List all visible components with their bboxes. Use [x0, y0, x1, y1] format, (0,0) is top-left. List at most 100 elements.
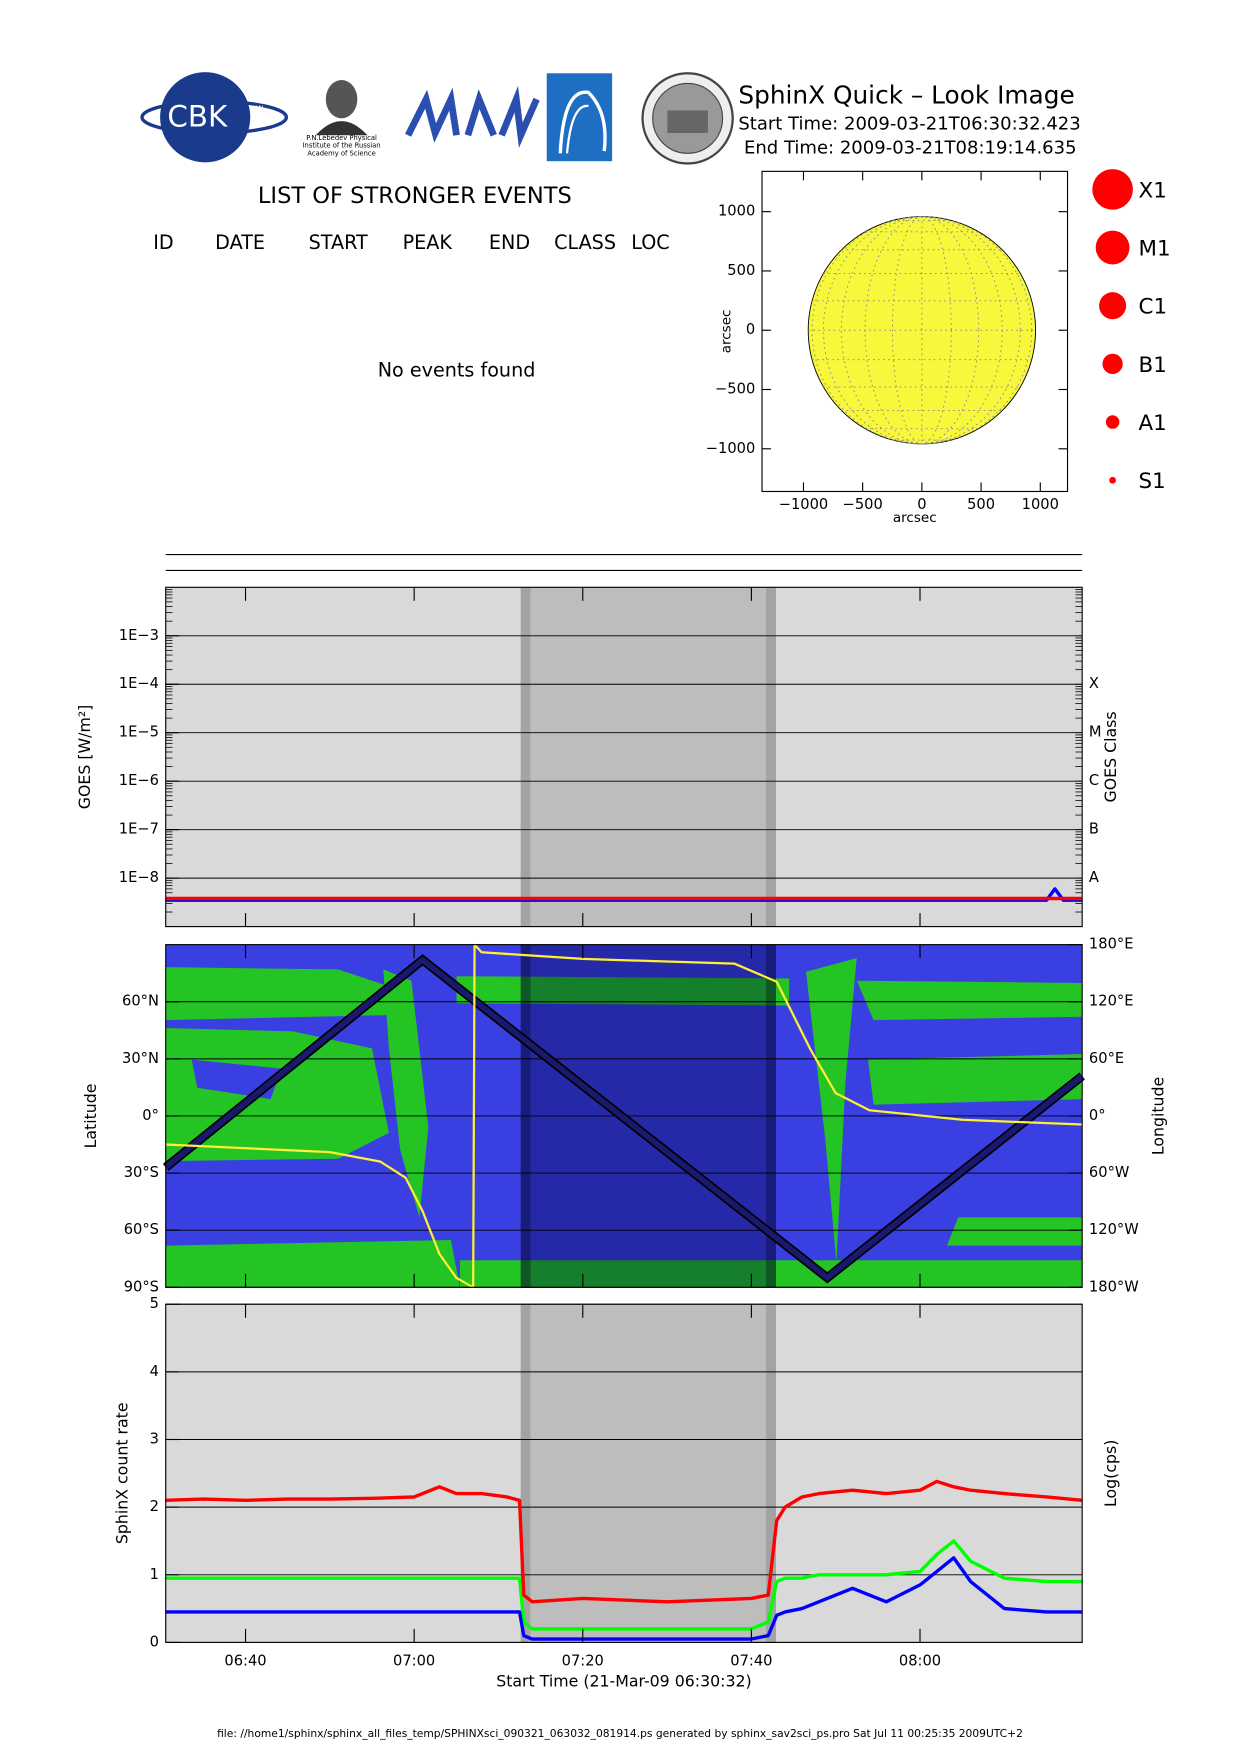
- y2-tick-label: 180°E: [1089, 936, 1134, 953]
- column-header: ID: [153, 231, 173, 254]
- y-tick-label: 1E−7: [119, 821, 159, 838]
- logo-blue: [546, 73, 613, 162]
- y-tick-label: 5: [150, 1295, 159, 1312]
- y-tick-label: −1000: [706, 440, 756, 457]
- legend-marker: [1105, 415, 1120, 429]
- x-tick-label: −1000: [779, 496, 829, 513]
- column-header: START: [309, 231, 368, 254]
- frame: [761, 170, 1069, 493]
- y-axis-label: GOES [W/m²]: [75, 705, 94, 809]
- legend-label: C1: [1139, 295, 1168, 320]
- title: SphinX Quick – Look Image: [738, 81, 1074, 110]
- logo-text: CBK: [167, 99, 228, 133]
- y-tick-label: 1: [150, 1566, 159, 1583]
- legend-marker: [1095, 230, 1130, 265]
- y-tick-label: 60°S: [124, 1221, 159, 1238]
- y-tick-label: 1E−4: [119, 675, 159, 692]
- shaded-interval: [530, 587, 767, 927]
- series-line: [165, 1556, 1083, 1641]
- y2-tick-label: 60°E: [1089, 1050, 1124, 1067]
- x-tick-label: 07:00: [393, 1653, 435, 1670]
- series-line: [163, 957, 1084, 1281]
- y-tick-label: 1E−3: [119, 627, 159, 644]
- y2-tick-label: 60°W: [1089, 1164, 1129, 1181]
- footer: file: //home1/sphinx/sphinx_all_files_te…: [217, 1727, 1023, 1740]
- legend-marker: [1099, 292, 1127, 320]
- logo-text: PAN: [250, 104, 263, 112]
- y2-axis-label: Longitude: [1148, 1077, 1167, 1155]
- logo-lebedev: P.N.Lebedev Physical Institute of the Ru…: [303, 80, 381, 158]
- events-message: No events found: [378, 359, 536, 382]
- class-label: A: [1089, 869, 1099, 886]
- y-axis-label: Latitude: [81, 1084, 100, 1149]
- y-tick-label: 3: [150, 1430, 159, 1447]
- shaded-interval: [520, 1304, 531, 1643]
- logo-text: Institute of the Russian: [303, 142, 381, 150]
- legend-marker: [1109, 476, 1116, 484]
- y2-tick-label: 120°W: [1089, 1221, 1139, 1238]
- shaded-interval: [766, 1304, 776, 1643]
- column-header: CLASS: [554, 231, 616, 254]
- legend-label: X1: [1139, 178, 1167, 203]
- x-tick-label: 500: [967, 496, 995, 513]
- legend-label: M1: [1139, 236, 1171, 261]
- shaded-interval: [766, 587, 776, 927]
- class-label: M: [1089, 724, 1102, 741]
- x-tick-label: 07:20: [562, 1653, 604, 1670]
- x-tick-label: 07:40: [730, 1653, 772, 1670]
- y-tick-label: 500: [727, 262, 755, 279]
- class-label: B: [1089, 821, 1099, 838]
- logo-text: Academy of Science: [307, 150, 375, 158]
- y-tick-label: 1E−5: [119, 724, 159, 741]
- y-tick-label: 30°N: [122, 1050, 159, 1067]
- y2-axis-label: GOES Class: [1101, 711, 1120, 802]
- series-line: [165, 1479, 1083, 1604]
- series-line: [165, 887, 1083, 902]
- shaded-interval: [530, 1304, 767, 1643]
- disk-grid: [841, 216, 1003, 445]
- y-tick-label: −500: [715, 381, 755, 398]
- class-label: C: [1089, 772, 1099, 789]
- legend-marker: [1102, 353, 1123, 375]
- frame: [165, 586, 1083, 928]
- events-title: LIST OF STRONGER EVENTS: [258, 183, 572, 209]
- frame: [165, 944, 1083, 1288]
- disk-grid: [822, 216, 1021, 445]
- y2-tick-label: 120°E: [1089, 993, 1134, 1010]
- logo-university: [641, 72, 734, 165]
- logo-cbk: CBK PAN: [140, 72, 289, 163]
- series-line: [165, 1539, 1083, 1631]
- y-tick-label: 30°S: [124, 1164, 159, 1181]
- y-tick-label: 0°: [142, 1107, 159, 1124]
- disk-grid: [811, 216, 1033, 445]
- y-tick-label: 0: [150, 1633, 159, 1650]
- class-label: X: [1089, 675, 1099, 692]
- x-axis-label: Start Time (21-Mar-09 06:30:32): [496, 1671, 751, 1690]
- legend-label: S1: [1139, 469, 1166, 494]
- y2-axis-label: Log(cps): [1101, 1440, 1120, 1507]
- column-header: END: [489, 231, 530, 254]
- y-tick-label: 0: [746, 321, 755, 338]
- x-tick-label: 0: [917, 496, 926, 513]
- legend-marker: [1092, 169, 1133, 210]
- events-header: ID DATE START PEAK END CLASS LOC: [153, 231, 669, 254]
- y-tick-label: 60°N: [122, 993, 159, 1010]
- legend-label: B1: [1139, 353, 1167, 378]
- logo-text: P.N.Lebedev Physical: [306, 134, 377, 142]
- x-axis-label: arcsec: [893, 510, 937, 526]
- start-time: Start Time: 2009-03-21T06:30:32.423: [738, 114, 1080, 135]
- x-tick-label: 08:00: [899, 1653, 941, 1670]
- y-tick-label: 2: [150, 1498, 159, 1515]
- end-time: End Time: 2009-03-21T08:19:14.635: [744, 137, 1077, 158]
- x-tick-label: −500: [843, 496, 883, 513]
- y-tick-label: 4: [150, 1363, 159, 1380]
- column-header: DATE: [215, 231, 265, 254]
- column-header: PEAK: [403, 231, 453, 254]
- legend-label: A1: [1139, 411, 1167, 436]
- y-tick-label: 90°S: [124, 1278, 159, 1295]
- shaded-interval: [520, 587, 531, 927]
- series-line: [165, 943, 1083, 1289]
- logo-mifi: [405, 85, 540, 148]
